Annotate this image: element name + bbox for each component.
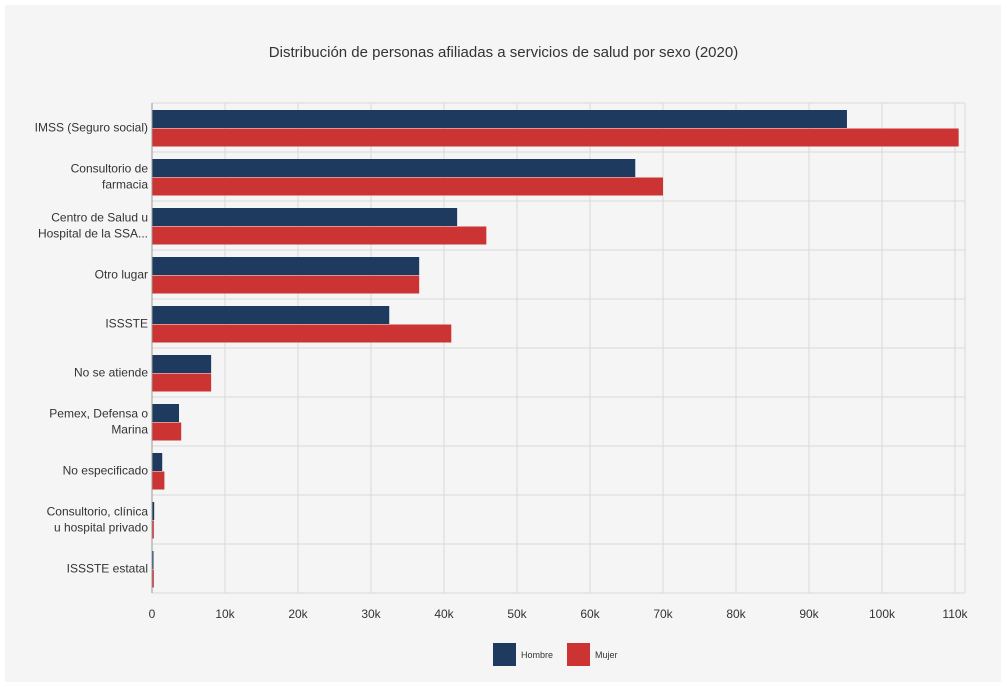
bar-hombre bbox=[152, 110, 847, 128]
category-label: No especificado bbox=[63, 464, 149, 478]
category-label: Otro lugar bbox=[95, 268, 148, 282]
x-tick-label: 100k bbox=[869, 607, 896, 621]
category-label: Consultorio de bbox=[71, 162, 149, 176]
bar-hombre bbox=[152, 453, 163, 471]
bar-hombre bbox=[152, 208, 458, 226]
legend-swatch-hombre bbox=[493, 643, 516, 666]
bar-hombre bbox=[152, 355, 212, 373]
x-tick-label: 30k bbox=[361, 607, 381, 621]
category-label: Marina bbox=[111, 423, 148, 437]
bar-mujer bbox=[152, 324, 452, 343]
category-label: farmacia bbox=[102, 178, 148, 192]
bar-hombre bbox=[152, 257, 420, 275]
x-tick-label: 40k bbox=[434, 607, 454, 621]
bar-hombre bbox=[152, 404, 180, 422]
bar-mujer bbox=[152, 471, 165, 490]
bar-hombre bbox=[152, 551, 154, 569]
bar-hombre bbox=[152, 306, 390, 324]
legend-swatch-mujer bbox=[567, 643, 591, 666]
category-label: No se atiende bbox=[74, 366, 148, 380]
bar-hombre bbox=[152, 159, 636, 177]
x-tick-label: 10k bbox=[215, 607, 235, 621]
category-label: Consultorio, clínica bbox=[47, 505, 149, 519]
category-label: ISSSTE estatal bbox=[67, 562, 148, 576]
bar-mujer bbox=[152, 422, 182, 441]
bar-hombre bbox=[152, 502, 155, 520]
x-tick-label: 20k bbox=[288, 607, 308, 621]
x-tick-label: 0 bbox=[149, 607, 156, 621]
legend-item-mujer[interactable]: Mujer bbox=[567, 643, 618, 666]
x-tick-label: 90k bbox=[799, 607, 819, 621]
bar-mujer bbox=[152, 177, 663, 196]
bar-mujer bbox=[152, 128, 959, 147]
x-tick-label: 50k bbox=[507, 607, 527, 621]
x-tick-label: 60k bbox=[580, 607, 600, 621]
legend: Hombre Mujer bbox=[493, 643, 632, 666]
bar-mujer bbox=[152, 275, 420, 294]
legend-label-mujer: Mujer bbox=[595, 649, 618, 660]
x-tick-label: 80k bbox=[726, 607, 746, 621]
bar-mujer bbox=[152, 226, 487, 245]
bar-mujer bbox=[152, 520, 154, 539]
category-label: Pemex, Defensa o bbox=[49, 407, 148, 421]
chart-title: Distribución de personas afiliadas a ser… bbox=[268, 44, 739, 61]
x-tick-label: 110k bbox=[942, 607, 968, 621]
category-label: u hospital privado bbox=[54, 521, 148, 535]
bar-mujer bbox=[152, 569, 154, 588]
legend-label-hombre: Hombre bbox=[521, 649, 554, 660]
x-tick-label: 70k bbox=[653, 607, 673, 621]
category-label: ISSSTE bbox=[105, 317, 148, 331]
legend-item-hombre[interactable]: Hombre bbox=[493, 643, 553, 666]
category-label: Hospital de la SSA... bbox=[38, 227, 148, 241]
bar-mujer bbox=[152, 373, 212, 392]
category-label: Centro de Salud u bbox=[51, 211, 148, 225]
category-label: IMSS (Seguro social) bbox=[35, 121, 148, 135]
